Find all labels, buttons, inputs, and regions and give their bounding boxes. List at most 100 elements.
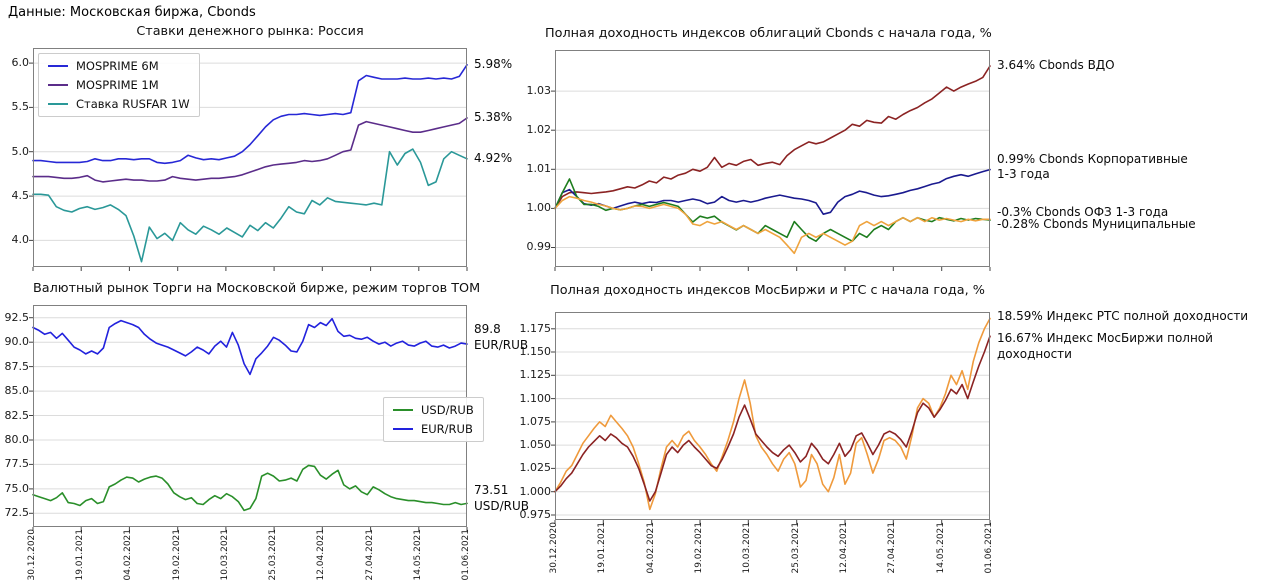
series-end-annotation: 16.67% Индекс МосБиржи полной доходности [997, 331, 1213, 361]
series-end-annotation: 4.92% [474, 150, 513, 165]
x-tick-label: 14.05.2021 [935, 522, 946, 574]
y-tick-label: 4.5 [11, 189, 30, 203]
y-tick-label: 0.975 [519, 507, 552, 521]
series-end-annotation: -0.3% Cbonds ОФЗ 1-3 года [997, 205, 1169, 220]
y-tick-label: 1.00 [526, 201, 552, 215]
y-tick-label: 5.0 [11, 144, 30, 158]
legend-line-swatch [48, 103, 68, 105]
series-end-annotation: 3.64% Cbonds ВДО [997, 58, 1115, 73]
x-tick-label: 10.03.2021 [742, 522, 753, 574]
y-tick-label: 1.075 [519, 414, 552, 428]
y-tick-label: 1.03 [526, 84, 552, 98]
series-end-annotation: 89.8 EUR/RUB [474, 322, 529, 352]
y-tick-label: 0.99 [526, 240, 552, 254]
x-tick-label: 14.05.2021 [412, 529, 423, 581]
series-line-2 [554, 178, 991, 242]
chart-title: Полная доходность индексов МосБиржи и РТ… [550, 283, 985, 298]
legend-line-swatch [393, 409, 413, 411]
plot-canvas [551, 312, 991, 524]
x-tick-label: 01.06.2021 [984, 522, 994, 574]
legend-line-swatch [48, 65, 68, 67]
legend-item: Ставка RUSFAR 1W [48, 97, 190, 111]
x-tick-label: 25.03.2021 [268, 529, 279, 581]
y-tick-label: 1.175 [519, 321, 552, 335]
legend-label: EUR/RUB [421, 422, 473, 436]
legend-label: MOSPRIME 1M [76, 78, 159, 92]
x-tick-label: 25.03.2021 [790, 522, 801, 574]
x-tick-label: 30.12.2020 [549, 522, 559, 574]
y-tick-label: 1.01 [526, 162, 552, 176]
series-end-annotation: 0.99% Cbonds Корпоративные 1-3 года [997, 151, 1188, 182]
legend: MOSPRIME 6M MOSPRIME 1M Ставка RUSFAR 1W [38, 53, 200, 117]
series-end-annotation: 5.38% [474, 110, 513, 125]
y-tick-label: 5.5 [11, 100, 30, 114]
legend-item: USD/RUB [393, 403, 474, 417]
series-line-1 [32, 317, 468, 376]
y-tick-label: 90.0 [4, 335, 30, 349]
x-tick-label: 19.02.2021 [694, 522, 704, 574]
x-tick-label: 12.04.2021 [316, 529, 327, 581]
y-tick-label: 1.150 [519, 345, 552, 359]
series-line-1 [554, 335, 991, 502]
x-tick-label: 10.03.2021 [219, 529, 230, 581]
x-tick-label: 12.04.2021 [839, 522, 849, 574]
y-tick-label: 72.5 [4, 506, 30, 520]
legend-label: USD/RUB [421, 403, 474, 417]
legend-item: EUR/RUB [393, 422, 474, 436]
x-tick-label: 01.06.2021 [461, 529, 471, 581]
y-tick-label: 1.125 [519, 368, 552, 382]
plot-canvas [551, 50, 991, 271]
y-tick-label: 4.0 [11, 233, 30, 247]
legend-line-swatch [393, 428, 413, 430]
y-tick-label: 6.0 [11, 56, 30, 70]
series-line-3 [554, 195, 991, 255]
series-line-1 [32, 117, 468, 183]
series-end-annotation: 5.98% [474, 56, 513, 71]
series-line-0 [32, 464, 468, 512]
plot-area [551, 50, 991, 271]
x-tick-label: 19.01.2021 [597, 522, 608, 574]
series-end-annotation: 18.59% Индекс РТС полной доходности [997, 308, 1249, 323]
x-tick-label: 27.04.2021 [364, 529, 375, 581]
y-tick-label: 80.0 [4, 432, 30, 446]
y-tick-label: 1.025 [519, 461, 552, 475]
series-line-0 [554, 317, 991, 511]
series-end-annotation: -0.28% Cbonds Муниципальные [997, 217, 1196, 232]
y-tick-label: 82.5 [4, 408, 30, 422]
plot-canvas [29, 305, 468, 531]
series-line-0 [554, 65, 991, 210]
plot-area [551, 312, 991, 524]
chart-title: Валютный рынок Торги на Московской бирже… [33, 281, 481, 296]
legend-line-swatch [48, 84, 68, 86]
x-tick-label: 27.04.2021 [887, 522, 898, 574]
legend: USD/RUB EUR/RUB [383, 397, 484, 442]
y-tick-label: 75.0 [4, 481, 30, 495]
chart-title: Полная доходность индексов облигаций Cbo… [545, 26, 992, 41]
legend-label: MOSPRIME 6M [76, 59, 159, 73]
plot-area [29, 305, 468, 531]
plot-area [29, 48, 468, 271]
legend-item: MOSPRIME 6M [48, 59, 190, 73]
series-end-annotation: 73.51 USD/RUB [474, 483, 530, 514]
x-tick-label: 04.02.2021 [645, 522, 656, 574]
legend-item: MOSPRIME 1M [48, 78, 190, 92]
x-tick-label: 19.01.2021 [75, 529, 86, 581]
legend-label: Ставка RUSFAR 1W [76, 97, 190, 111]
y-tick-label: 1.02 [526, 123, 552, 137]
x-tick-label: 30.12.2020 [27, 529, 37, 581]
series-line-1 [554, 168, 991, 215]
series-line-2 [32, 148, 468, 263]
series-line-0 [32, 63, 468, 165]
y-tick-label: 85.0 [4, 384, 30, 398]
chart-title: Ставки денежного рынка: Россия [136, 24, 364, 39]
plot-canvas [29, 48, 468, 271]
y-tick-label: 1.100 [519, 391, 552, 405]
y-tick-label: 77.5 [4, 457, 30, 471]
y-tick-label: 92.5 [4, 310, 30, 324]
y-tick-label: 1.000 [519, 484, 552, 498]
y-tick-label: 87.5 [4, 359, 30, 373]
